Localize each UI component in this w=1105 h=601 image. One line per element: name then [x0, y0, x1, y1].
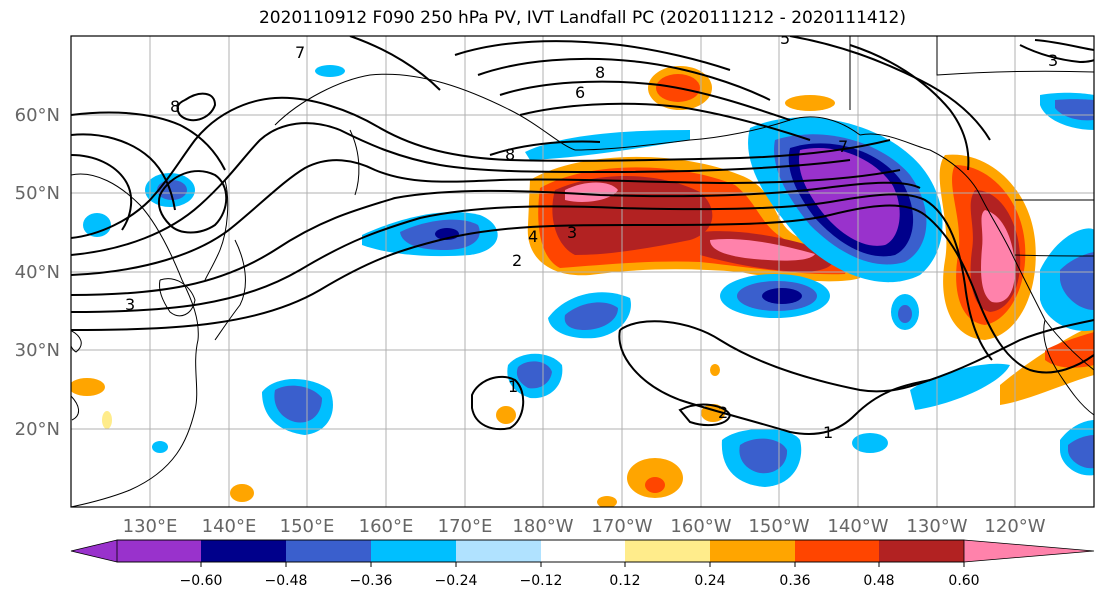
negative-anomaly-patch	[739, 438, 788, 474]
colorbar-tick-label: −0.24	[435, 573, 478, 589]
colorbar-segment	[456, 540, 541, 562]
positive-anomaly-patch	[710, 364, 720, 376]
negative-anomaly-patch	[274, 385, 322, 423]
negative-anomaly-patch	[315, 65, 345, 77]
lon-label: 130°E	[123, 516, 178, 537]
latitude-labels: 60°N 50°N 40°N 30°N 20°N	[15, 105, 60, 440]
colorbar-segment	[625, 540, 710, 562]
contour-label: 3	[567, 223, 577, 242]
positive-anomaly-patch	[496, 406, 516, 424]
contour-labels: 8 7 6 8 5 3 8 7 4 3 2 1 1 2 3	[125, 29, 1058, 442]
positive-anomaly-band	[565, 182, 618, 202]
colorbar-tick-label: −0.12	[520, 573, 563, 589]
negative-anomaly-patch	[852, 433, 888, 453]
lon-label: 120°W	[984, 516, 1045, 537]
positive-anomaly-patch	[597, 496, 617, 507]
contour-label: 4	[528, 227, 538, 246]
lon-label: 160°E	[359, 516, 414, 537]
colorbar-ticks	[200, 562, 965, 567]
lon-label: 150°E	[280, 516, 335, 537]
colorbar-segment	[201, 540, 286, 562]
lat-label: 50°N	[15, 183, 60, 204]
colorbar: −0.60 −0.48 −0.36 −0.24 −0.12 0.12 0.24 …	[70, 539, 1095, 589]
colorbar-segment	[879, 540, 964, 562]
colorbar-extend-right	[964, 540, 1094, 562]
positive-anomaly-patch	[785, 95, 835, 111]
positive-anomaly-band	[710, 238, 815, 261]
colorbar-tick-label: 0.24	[694, 573, 725, 589]
colorbar-segment	[371, 540, 456, 562]
negative-anomaly-patch	[898, 305, 912, 323]
colorbar-tick-label: 0.36	[779, 573, 810, 589]
contour-label: 8	[595, 63, 605, 82]
colorbar-extend-left	[71, 540, 117, 562]
contour-label: 3	[125, 295, 135, 314]
colorbar-segment	[541, 540, 625, 562]
coastlines	[71, 36, 1094, 507]
colorbar-tick-label: 0.12	[609, 573, 640, 589]
pv-contours	[71, 36, 1094, 436]
lat-label: 20°N	[15, 419, 60, 440]
lon-label: 130°W	[906, 516, 967, 537]
colorbar-segment	[710, 540, 795, 562]
contour-label: 8	[170, 97, 180, 116]
negative-anomaly-patch	[157, 180, 187, 200]
colorbar-tick-label: −0.36	[350, 573, 393, 589]
longitude-labels: 130°E 140°E 150°E 160°E 170°E 180°W 170°…	[123, 516, 1046, 537]
lon-label: 160°W	[670, 516, 731, 537]
lon-label: 150°W	[748, 516, 809, 537]
lon-label: 170°E	[438, 516, 493, 537]
positive-anomaly-patch	[645, 477, 665, 493]
contour-label: 7	[838, 137, 848, 156]
lon-label: 170°W	[591, 516, 652, 537]
colorbar-tick-label: 0.48	[863, 573, 894, 589]
negative-anomaly-patch	[525, 130, 690, 160]
contour-label: 6	[575, 83, 585, 102]
lat-label: 30°N	[15, 340, 60, 361]
contour-label: 2	[718, 403, 728, 422]
positive-anomaly-patch	[102, 411, 112, 429]
map-frame	[70, 35, 1095, 508]
contour-label: 5	[780, 29, 790, 48]
colorbar-tick-label: 0.60	[948, 573, 979, 589]
negative-anomaly-patch	[152, 441, 168, 453]
positive-anomaly-coast	[981, 210, 1015, 303]
colorbar-outline	[70, 539, 1095, 563]
colorbar-tick-label: −0.60	[180, 573, 223, 589]
colorbar-segment	[117, 540, 201, 562]
map-title: 2020110912 F090 250 hPa PV, IVT Landfall…	[258, 8, 906, 28]
contour-label: 3	[1048, 51, 1058, 70]
negative-anomaly-east	[1060, 252, 1094, 310]
negative-anomaly-patch	[762, 288, 802, 304]
positive-anomaly-patch	[71, 378, 105, 396]
negative-anomaly-east	[1068, 435, 1094, 469]
colorbar-tick-label: −0.48	[265, 573, 308, 589]
negative-anomaly-patch	[564, 302, 618, 330]
lon-label: 180°W	[512, 516, 573, 537]
contour-label: 2	[512, 251, 522, 270]
lat-label: 40°N	[15, 262, 60, 283]
lat-label: 60°N	[15, 105, 60, 126]
negative-anomaly-patch	[83, 213, 111, 237]
contour-label: 7	[295, 43, 305, 62]
negative-anomaly-east	[910, 363, 1010, 410]
lon-label: 140°W	[827, 516, 888, 537]
contour-label: 1	[823, 423, 833, 442]
contour-label: 8	[505, 145, 515, 164]
colorbar-segment	[795, 540, 879, 562]
negative-anomaly-center	[799, 147, 900, 246]
contour-label: 1	[508, 377, 518, 396]
lon-label: 140°E	[202, 516, 257, 537]
positive-anomaly-patch	[230, 484, 254, 502]
negative-anomaly-patch	[765, 119, 825, 135]
colorbar-segment	[286, 540, 371, 562]
